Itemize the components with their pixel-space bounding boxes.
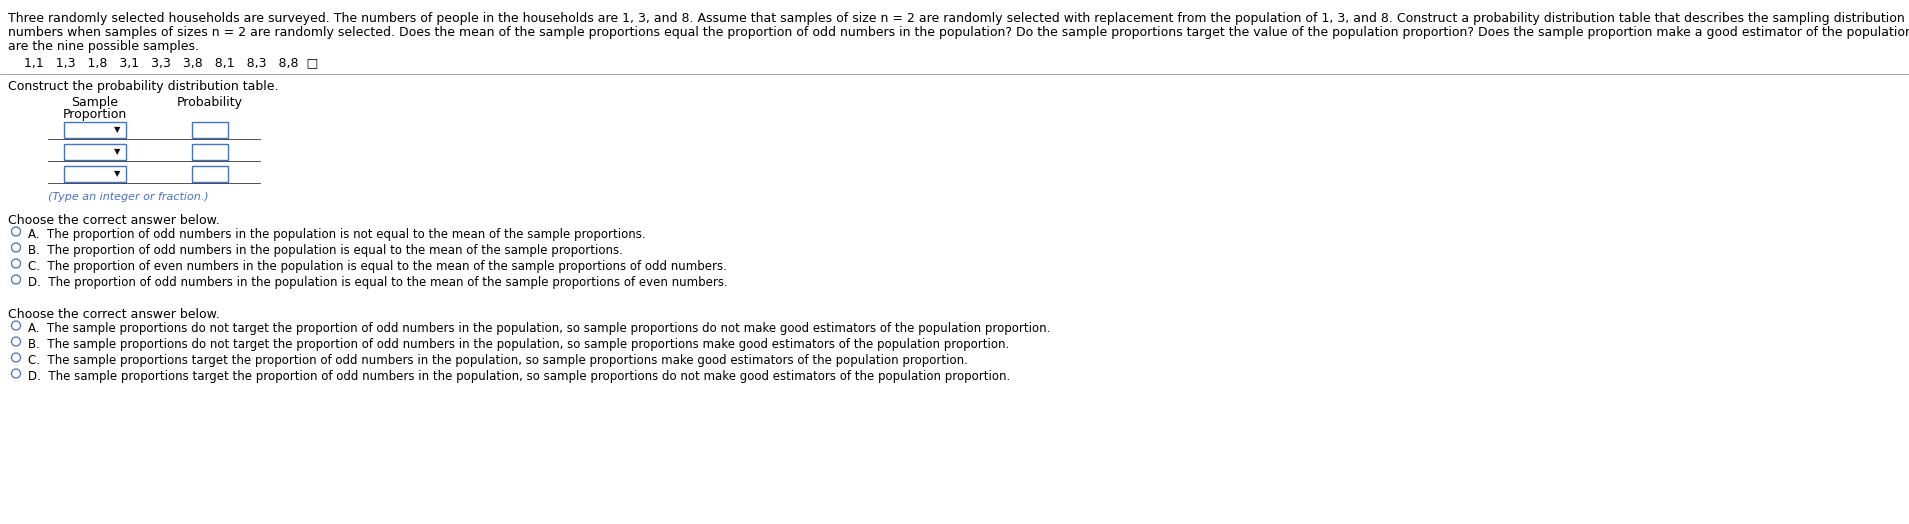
Circle shape: [11, 259, 21, 268]
Text: Choose the correct answer below.: Choose the correct answer below.: [8, 308, 220, 321]
Text: ▼: ▼: [115, 169, 120, 179]
Circle shape: [11, 321, 21, 330]
Text: Probability: Probability: [178, 96, 242, 109]
Text: Proportion: Proportion: [63, 108, 128, 121]
Text: A.  The proportion of odd numbers in the population is not equal to the mean of : A. The proportion of odd numbers in the …: [29, 228, 645, 241]
FancyBboxPatch shape: [65, 122, 126, 138]
Text: Construct the probability distribution table.: Construct the probability distribution t…: [8, 80, 279, 93]
Circle shape: [11, 353, 21, 362]
Circle shape: [11, 227, 21, 236]
Text: Choose the correct answer below.: Choose the correct answer below.: [8, 214, 220, 227]
Circle shape: [11, 369, 21, 378]
Text: D.  The sample proportions target the proportion of odd numbers in the populatio: D. The sample proportions target the pro…: [29, 370, 1010, 383]
Text: Sample: Sample: [71, 96, 118, 109]
Text: Three randomly selected households are surveyed. The numbers of people in the ho: Three randomly selected households are s…: [8, 12, 1909, 25]
Text: ▼: ▼: [115, 147, 120, 157]
Text: C.  The sample proportions target the proportion of odd numbers in the populatio: C. The sample proportions target the pro…: [29, 354, 968, 367]
Text: D.  The proportion of odd numbers in the population is equal to the mean of the : D. The proportion of odd numbers in the …: [29, 276, 727, 289]
FancyBboxPatch shape: [193, 144, 227, 160]
Circle shape: [11, 337, 21, 346]
FancyBboxPatch shape: [65, 166, 126, 182]
Text: are the nine possible samples.: are the nine possible samples.: [8, 40, 199, 53]
Text: 1,1   1,3   1,8   3,1   3,3   3,8   8,1   8,3   8,8  □: 1,1 1,3 1,8 3,1 3,3 3,8 8,1 8,3 8,8 □: [8, 56, 319, 69]
Text: ▼: ▼: [115, 126, 120, 135]
Text: (Type an integer or fraction.): (Type an integer or fraction.): [48, 192, 208, 202]
Circle shape: [11, 275, 21, 284]
Text: A.  The sample proportions do not target the proportion of odd numbers in the po: A. The sample proportions do not target …: [29, 322, 1050, 335]
Text: B.  The sample proportions do not target the proportion of odd numbers in the po: B. The sample proportions do not target …: [29, 338, 1010, 351]
FancyBboxPatch shape: [193, 166, 227, 182]
FancyBboxPatch shape: [193, 122, 227, 138]
Circle shape: [11, 243, 21, 252]
Text: B.  The proportion of odd numbers in the population is equal to the mean of the : B. The proportion of odd numbers in the …: [29, 244, 622, 257]
Text: numbers when samples of sizes n = 2 are randomly selected. Does the mean of the : numbers when samples of sizes n = 2 are …: [8, 26, 1909, 39]
Text: C.  The proportion of even numbers in the population is equal to the mean of the: C. The proportion of even numbers in the…: [29, 260, 727, 273]
FancyBboxPatch shape: [65, 144, 126, 160]
